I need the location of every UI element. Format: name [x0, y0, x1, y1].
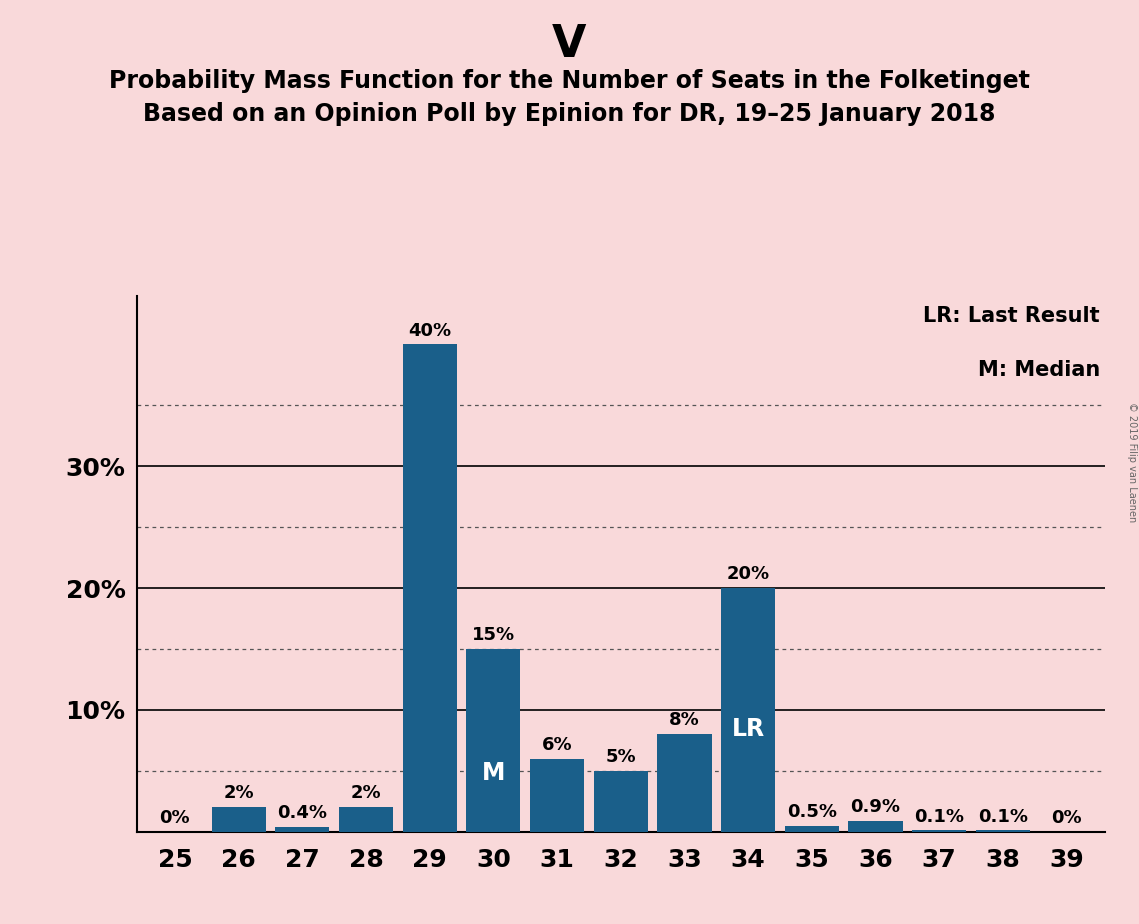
Text: LR: LR — [731, 717, 764, 741]
Text: 6%: 6% — [542, 736, 573, 754]
Text: 40%: 40% — [408, 322, 451, 339]
Text: 0.5%: 0.5% — [787, 803, 837, 821]
Text: 15%: 15% — [472, 626, 515, 644]
Text: 0%: 0% — [159, 808, 190, 827]
Bar — [657, 735, 712, 832]
Text: M: Median: M: Median — [977, 360, 1100, 380]
Bar — [466, 649, 521, 832]
Text: 5%: 5% — [606, 748, 636, 766]
Bar — [276, 827, 329, 832]
Text: V: V — [552, 23, 587, 67]
Text: 2%: 2% — [223, 784, 254, 802]
Bar — [212, 808, 265, 832]
Bar — [339, 808, 393, 832]
Text: 0.1%: 0.1% — [915, 808, 965, 825]
Bar — [849, 821, 902, 832]
Text: LR: Last Result: LR: Last Result — [924, 307, 1100, 326]
Bar — [402, 345, 457, 832]
Bar — [785, 825, 839, 832]
Text: 0.1%: 0.1% — [978, 808, 1027, 825]
Text: Based on an Opinion Poll by Epinion for DR, 19–25 January 2018: Based on an Opinion Poll by Epinion for … — [144, 102, 995, 126]
Bar — [530, 759, 584, 832]
Text: 8%: 8% — [669, 711, 699, 729]
Text: Probability Mass Function for the Number of Seats in the Folketinget: Probability Mass Function for the Number… — [109, 69, 1030, 93]
Text: 20%: 20% — [727, 565, 770, 583]
Text: 2%: 2% — [351, 784, 382, 802]
Bar — [912, 831, 966, 832]
Text: 0%: 0% — [1051, 808, 1082, 827]
Bar — [721, 588, 776, 832]
Bar — [593, 771, 648, 832]
Text: 0.4%: 0.4% — [277, 804, 327, 821]
Text: 0.9%: 0.9% — [851, 797, 901, 816]
Text: M: M — [482, 761, 505, 785]
Bar — [976, 831, 1030, 832]
Text: © 2019 Filip van Laenen: © 2019 Filip van Laenen — [1126, 402, 1137, 522]
